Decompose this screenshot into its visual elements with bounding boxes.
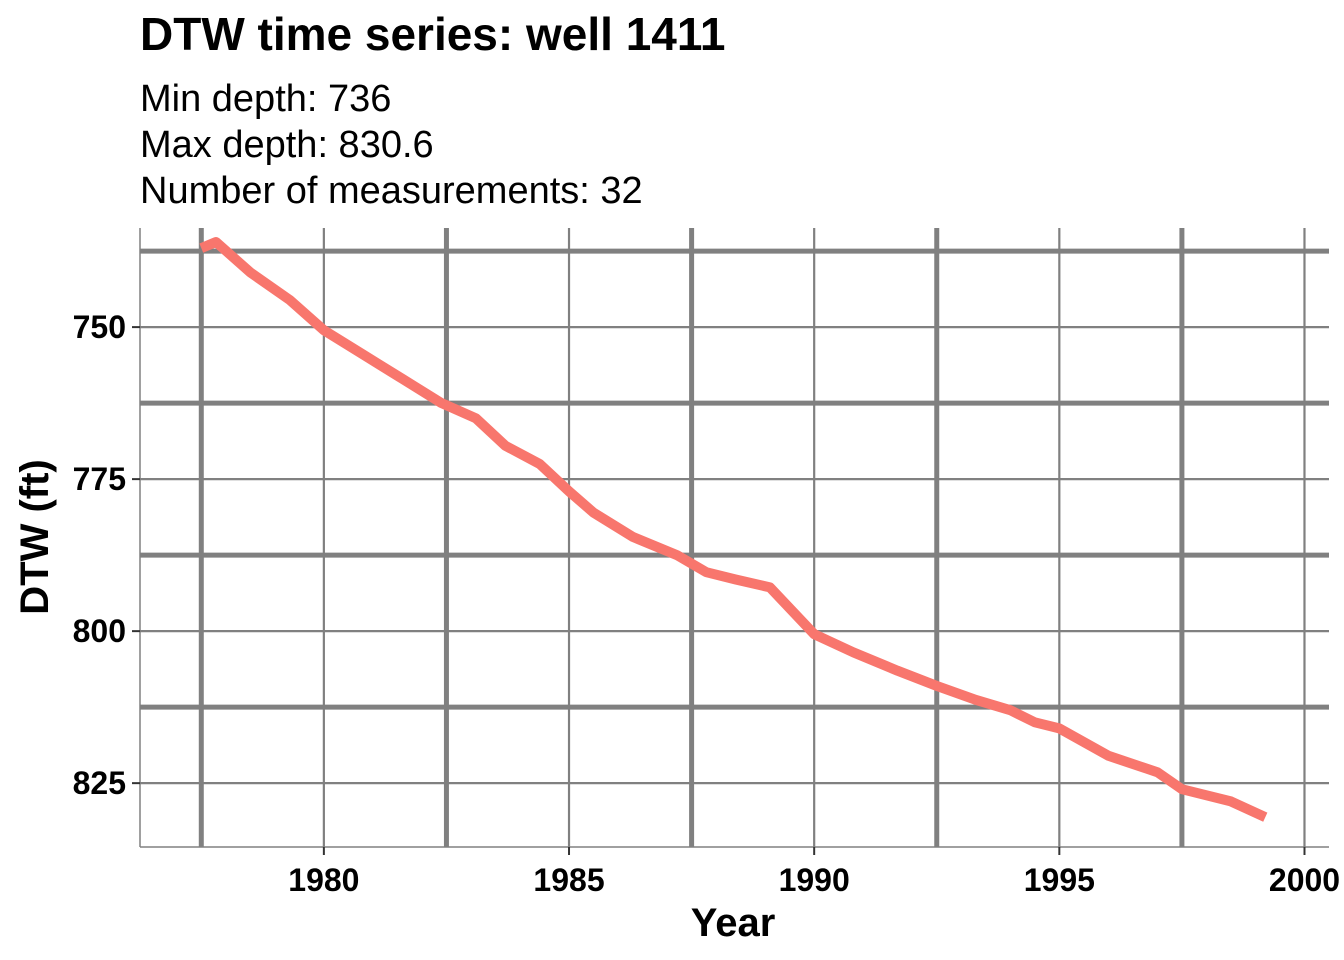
- y-tick-label: 825: [73, 765, 126, 801]
- y-tick-label: 800: [73, 613, 126, 649]
- series-layer: [199, 237, 1268, 822]
- chart-title: DTW time series: well 1411: [140, 8, 726, 60]
- grid-lines: [140, 228, 1329, 847]
- y-axis-ticks: 750 775 800 825: [73, 309, 140, 801]
- x-tick-label: 1990: [779, 862, 850, 898]
- x-tick-label: 2000: [1269, 862, 1340, 898]
- subtitle-measurement-count: Number of measurements: 32: [140, 170, 643, 212]
- x-tick-label: 1995: [1024, 862, 1095, 898]
- x-tick-label: 1980: [288, 862, 359, 898]
- y-axis-label: DTW (ft): [13, 459, 57, 614]
- x-axis-ticks: 1980 1985 1990 1995 2000: [288, 847, 1340, 898]
- series-line: [199, 237, 1268, 822]
- x-tick-label: 1985: [533, 862, 604, 898]
- subtitle-min-depth: Min depth: 736: [140, 78, 392, 120]
- y-tick-label: 750: [73, 309, 126, 345]
- x-axis-label: Year: [691, 901, 776, 945]
- plot-frame: [139, 228, 1329, 848]
- y-tick-label: 775: [73, 461, 126, 497]
- subtitle-max-depth: Max depth: 830.6: [140, 124, 434, 166]
